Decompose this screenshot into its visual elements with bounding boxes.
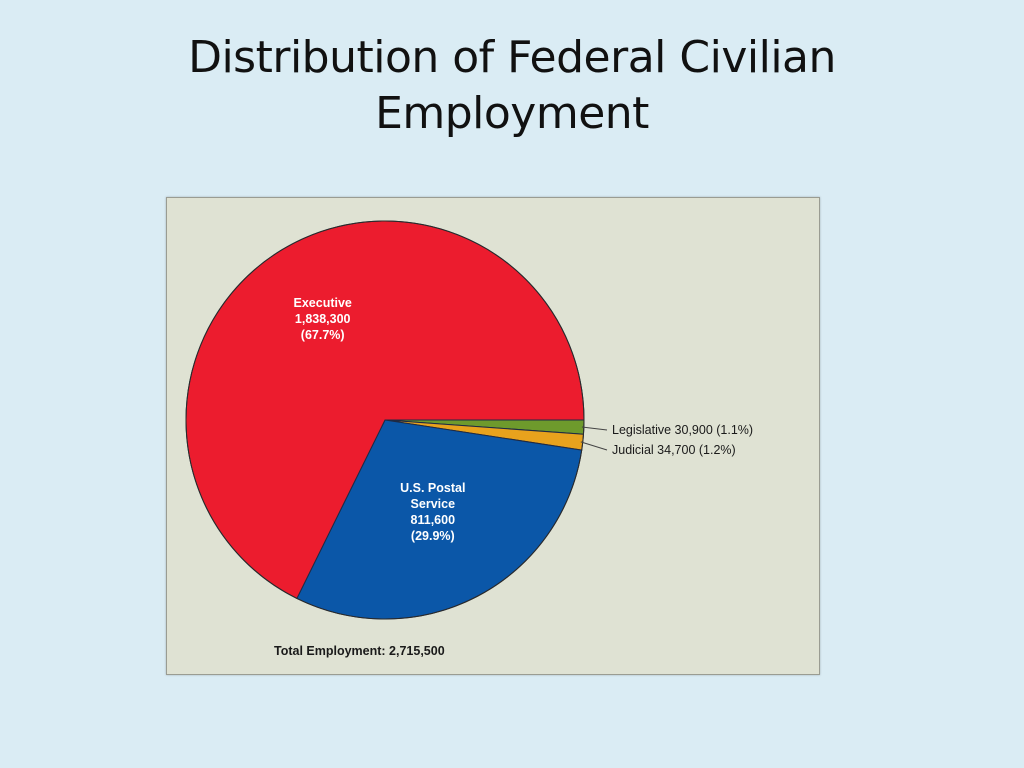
slice-label-u-s-postal-service-line-3: 811,600 xyxy=(411,513,456,527)
slice-label-executive-line-3: (67.7%) xyxy=(301,328,345,342)
slice-label-u-s-postal-service-line-2: Service xyxy=(411,497,456,511)
slice-label-u-s-postal-service-line-4: (29.9%) xyxy=(411,529,455,543)
pie-callouts: Legislative 30,900 (1.1%) Judicial 34,700… xyxy=(580,423,753,457)
slice-label-executive-line-1: Executive xyxy=(294,296,352,310)
callout-label-legislative: Legislative 30,900 (1.1%) xyxy=(612,423,753,437)
page-title-line-1: Distribution of Federal Civilian xyxy=(188,32,836,83)
callout-label-judicial: Judicial 34,700 (1.2%) xyxy=(612,443,736,457)
callout-line-legislative xyxy=(581,426,608,431)
page-title: Distribution of Federal Civilian Employm… xyxy=(112,30,912,142)
slice-label-u-s-postal-service-line-1: U.S. Postal xyxy=(400,481,465,495)
pie-chart: U.S. Postal Service 811,600 (29.9%) Executiv… xyxy=(185,220,753,658)
callout-line-judicial xyxy=(580,441,608,451)
page-title-line-2: Employment xyxy=(375,88,649,139)
pie-slice-labels: U.S. Postal Service 811,600 (29.9%) Executiv… xyxy=(294,296,466,543)
pie-outline xyxy=(185,220,585,620)
total-employment-label: Total Employment: 2,715,500 xyxy=(274,644,445,658)
slice-label-executive-line-2: 1,838,300 xyxy=(295,312,351,326)
pie-slices xyxy=(185,220,585,620)
pie-chart-panel: U.S. Postal Service 811,600 (29.9%) Executiv… xyxy=(166,197,820,675)
